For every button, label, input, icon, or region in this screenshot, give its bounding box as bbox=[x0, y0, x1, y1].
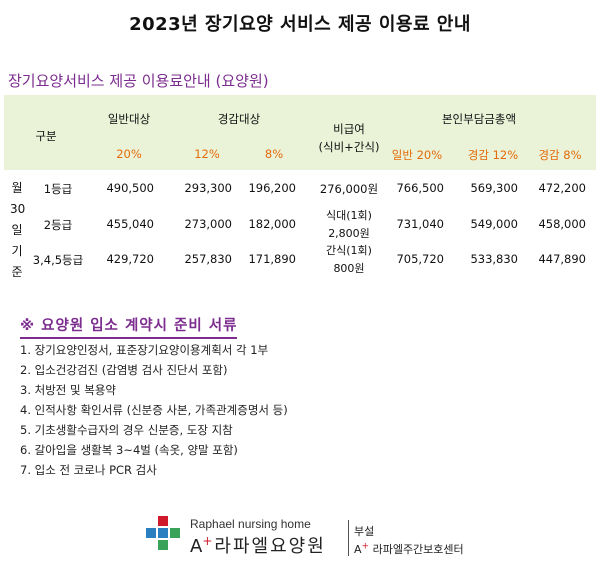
header-reduced: 경감대상 bbox=[217, 112, 261, 126]
list-item: 3. 처방전 및 복용약 bbox=[20, 383, 116, 397]
row1-reduced12: 293,300 bbox=[184, 181, 232, 195]
logo-korean-name: A+라파엘요양원 bbox=[190, 534, 326, 557]
list-item: 7. 입소 전 코로나 PCR 검사 bbox=[20, 463, 157, 477]
row2-self8: 458,000 bbox=[538, 217, 586, 231]
period-label: 월 30 일 기 준 bbox=[10, 181, 26, 279]
self-reduced-8-label: 경감 8% bbox=[538, 148, 582, 162]
header-nonpay-sub: (식비+간식) bbox=[318, 140, 380, 154]
nonpay-total: 276,000원 bbox=[319, 182, 379, 196]
page-title: 2023년 장기요양 서비스 제공 이용료 안내 bbox=[129, 14, 471, 35]
nonpay-meal: 식대(1회) 2,800원 bbox=[326, 209, 372, 240]
row1-grade: 1등급 bbox=[43, 182, 73, 196]
list-item: 6. 갈아입을 생활복 3~4벌 (속옷, 양말 포함) bbox=[20, 443, 238, 457]
list-item: 5. 기초생활수급자의 경우 신분증, 도장 지참 bbox=[20, 423, 233, 437]
row3-reduced8: 171,890 bbox=[248, 252, 296, 266]
row2-self12: 549,000 bbox=[470, 217, 518, 231]
logo-affiliate-label: 부설 bbox=[354, 525, 375, 538]
nonpay-snack: 간식(1회) 800원 bbox=[326, 244, 372, 275]
pct-general: 20% bbox=[116, 147, 142, 161]
row3-general: 429,720 bbox=[106, 252, 154, 266]
row2-grade: 2등급 bbox=[43, 218, 73, 232]
raphael-logo: Raphael nursing home A+라파엘요양원 부설 A+ 라파엘주… bbox=[146, 516, 486, 566]
list-item: 1. 장기요양인정서, 표준장기요양이용계획서 각 1부 bbox=[20, 343, 269, 357]
self-reduced-12-label: 경감 12% bbox=[467, 148, 519, 162]
row3-grade: 3,4,5등급 bbox=[32, 253, 84, 267]
list-item: 4. 인적사항 확인서류 (신분증 사본, 가족관계증명서 등) bbox=[20, 403, 288, 417]
logo-divider bbox=[348, 520, 349, 556]
self-general-label: 일반 20% bbox=[391, 148, 443, 162]
row3-reduced12: 257,830 bbox=[184, 252, 232, 266]
row1-general: 490,500 bbox=[106, 181, 154, 195]
row1-self-general: 766,500 bbox=[396, 181, 444, 195]
row3-self12: 533,830 bbox=[470, 252, 518, 266]
row2-reduced12: 273,000 bbox=[184, 217, 232, 231]
header-category: 구분 bbox=[35, 129, 57, 143]
header-general: 일반대상 bbox=[107, 112, 151, 126]
table-subtitle: 장기요양서비스 제공 이용료안내 (요양원) bbox=[8, 72, 269, 90]
header-self-pay: 본인부담금총액 bbox=[441, 112, 517, 126]
row3-self-general: 705,720 bbox=[396, 252, 444, 266]
cross-logo-icon bbox=[146, 516, 180, 550]
header-nonpay: 비급여 bbox=[333, 122, 365, 136]
fee-table: 구분 일반대상 경감대상 비급여 (식비+간식) 본인부담금총액 20% 12%… bbox=[4, 95, 596, 279]
logo-affiliate-name: A+ 라파엘주간보호센터 bbox=[354, 541, 464, 556]
row1-self8: 472,200 bbox=[538, 181, 586, 195]
list-item: 2. 입소건강검진 (감염병 검사 진단서 포함) bbox=[20, 363, 228, 377]
pct-reduced-8: 8% bbox=[264, 147, 284, 161]
row3-self8: 447,890 bbox=[538, 252, 586, 266]
row2-general: 455,040 bbox=[106, 217, 154, 231]
documents-section-title: ※ 요양원 입소 계약시 준비 서류 bbox=[20, 314, 238, 339]
pct-reduced-12: 12% bbox=[194, 147, 220, 161]
table-header-background bbox=[4, 95, 596, 170]
logo-english-name: Raphael nursing home bbox=[190, 517, 311, 531]
documents-list: 1. 장기요양인정서, 표준장기요양이용계획서 각 1부 2. 입소건강검진 (… bbox=[20, 340, 288, 480]
row1-reduced8: 196,200 bbox=[248, 181, 296, 195]
row2-reduced8: 182,000 bbox=[248, 217, 296, 231]
row1-self12: 569,300 bbox=[470, 181, 518, 195]
row2-self-general: 731,040 bbox=[396, 217, 444, 231]
